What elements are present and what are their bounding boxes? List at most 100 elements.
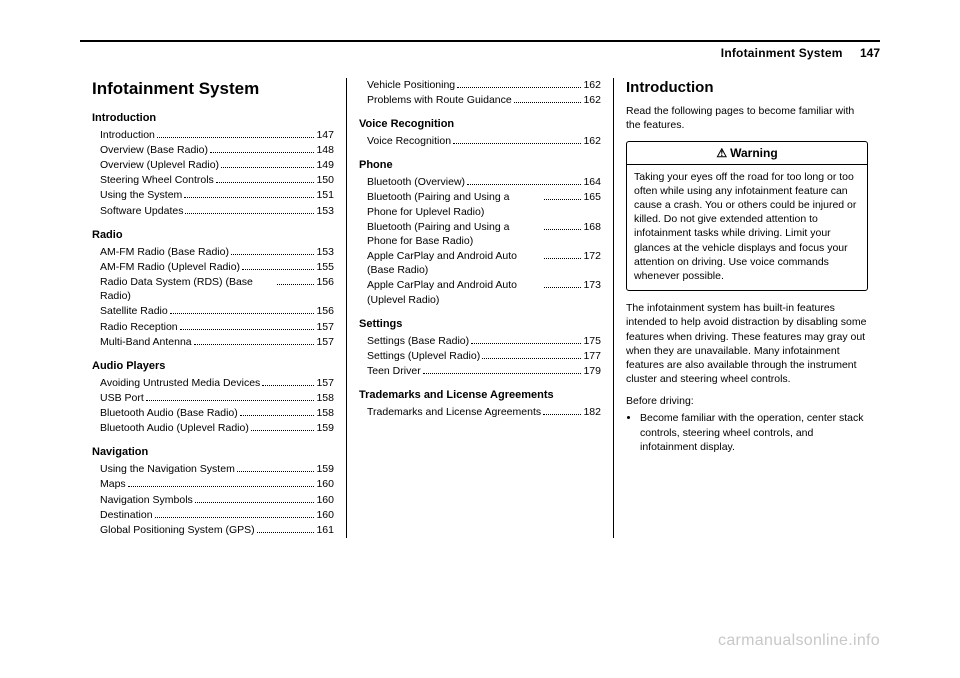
toc-label: Satellite Radio — [100, 304, 168, 318]
toc-entry: Apple CarPlay and Android Auto (Base Rad… — [367, 249, 601, 277]
toc-label: Bluetooth Audio (Base Radio) — [100, 406, 238, 420]
toc-label: Settings (Base Radio) — [367, 334, 469, 348]
toc-leader-dots — [231, 254, 315, 255]
toc-page: 165 — [583, 190, 601, 204]
toc-page: 162 — [583, 134, 601, 148]
toc-page: 162 — [583, 78, 601, 92]
toc-heading: Trademarks and License Agreements — [359, 388, 601, 403]
header-chapter: Infotainment System — [721, 46, 843, 60]
toc-label: Maps — [100, 477, 126, 491]
toc-leader-dots — [240, 415, 315, 416]
toc-label: Overview (Base Radio) — [100, 143, 208, 157]
toc-leader-dots — [184, 197, 314, 198]
toc-leader-dots — [157, 137, 315, 138]
toc-entry: Bluetooth Audio (Base Radio)158 — [100, 406, 334, 420]
toc-leader-dots — [251, 430, 315, 431]
toc-label: Using the Navigation System — [100, 462, 235, 476]
toc-page: 155 — [316, 260, 334, 274]
watermark: carmanualsonline.info — [718, 632, 880, 650]
section-title: Introduction — [626, 78, 868, 98]
toc-entry: Bluetooth (Overview)164 — [367, 175, 601, 189]
header-page-number: 147 — [860, 46, 880, 60]
toc-heading: Settings — [359, 317, 601, 332]
toc-label: Overview (Uplevel Radio) — [100, 158, 219, 172]
toc-entry: Overview (Uplevel Radio) 149 — [100, 158, 334, 172]
toc-page: 173 — [583, 278, 601, 292]
toc-entry: Vehicle Positioning162 — [367, 78, 601, 92]
toc-label: Radio Data System (RDS) (Base Radio) — [100, 275, 275, 303]
toc-entry: Radio Data System (RDS) (Base Radio) 156 — [100, 275, 334, 303]
toc-page: 156 — [316, 304, 334, 318]
toc-leader-dots — [180, 329, 315, 330]
toc-page: 177 — [583, 349, 601, 363]
toc-entry: Bluetooth (Pairing and Using a Phone for… — [367, 190, 601, 218]
toc-entry: Bluetooth (Pairing and Using a Phone for… — [367, 220, 601, 248]
toc-leader-dots — [185, 213, 314, 214]
toc-label: Software Updates — [100, 204, 183, 218]
toc-entry: Navigation Symbols160 — [100, 493, 334, 507]
header-rule — [80, 40, 880, 42]
toc-label: Trademarks and License Agreements — [367, 405, 541, 419]
toc-heading: Audio Players — [92, 359, 334, 374]
toc-label: Bluetooth (Overview) — [367, 175, 465, 189]
toc-leader-dots — [210, 152, 315, 153]
toc-label: USB Port — [100, 391, 144, 405]
warning-title: ⚠Warning — [627, 142, 867, 165]
toc-leader-dots — [194, 344, 315, 345]
toc-label: Apple CarPlay and Android Auto (Uplevel … — [367, 278, 542, 306]
column-3: Introduction Read the following pages to… — [613, 78, 880, 538]
toc-label: Voice Recognition — [367, 134, 451, 148]
toc-page: 168 — [583, 220, 601, 234]
toc-label: Bluetooth (Pairing and Using a Phone for… — [367, 190, 542, 218]
toc-label: Navigation Symbols — [100, 493, 193, 507]
toc-leader-dots — [471, 343, 581, 344]
toc-label: Steering Wheel Controls — [100, 173, 214, 187]
toc-leader-dots — [544, 287, 581, 288]
toc-label: Teen Driver — [367, 364, 421, 378]
before-driving-label: Before driving: — [626, 394, 868, 408]
body-paragraph: The infotainment system has built-in fea… — [626, 301, 868, 386]
toc-label: Apple CarPlay and Android Auto (Base Rad… — [367, 249, 542, 277]
column-1: Infotainment System IntroductionIntroduc… — [80, 78, 346, 538]
toc-entry: Overview (Base Radio)148 — [100, 143, 334, 157]
toc-entry: Software Updates153 — [100, 204, 334, 218]
toc-leader-dots — [221, 167, 314, 168]
toc-page: 159 — [316, 462, 334, 476]
toc-leader-dots — [457, 87, 581, 88]
toc-leader-dots — [195, 502, 315, 503]
toc-entry: Using the System151 — [100, 188, 334, 202]
toc-leader-dots — [216, 182, 315, 183]
toc-leader-dots — [146, 400, 315, 401]
toc-leader-dots — [543, 414, 581, 415]
toc-heading: Phone — [359, 158, 601, 173]
toc-label: Radio Reception — [100, 320, 178, 334]
toc-label: Destination — [100, 508, 153, 522]
manual-page: Infotainment System 147 Infotainment Sys… — [0, 0, 960, 678]
toc-page: 172 — [583, 249, 601, 263]
toc-label: AM-FM Radio (Base Radio) — [100, 245, 229, 259]
toc-page: 149 — [316, 158, 334, 172]
toc-leader-dots — [482, 358, 581, 359]
toc-entry: Using the Navigation System 159 — [100, 462, 334, 476]
toc-page: 161 — [316, 523, 334, 537]
toc-entry: Global Positioning System (GPS) 161 — [100, 523, 334, 537]
toc-leader-dots — [544, 199, 581, 200]
toc-page: 157 — [316, 335, 334, 349]
chapter-title: Infotainment System — [92, 78, 334, 101]
toc-label: Using the System — [100, 188, 182, 202]
toc-page: 153 — [316, 245, 334, 259]
toc-heading: Radio — [92, 228, 334, 243]
toc-leader-dots — [544, 258, 581, 259]
toc-heading: Navigation — [92, 445, 334, 460]
toc-entry: Voice Recognition 162 — [367, 134, 601, 148]
toc-entry: Steering Wheel Controls150 — [100, 173, 334, 187]
toc-entry: Destination160 — [100, 508, 334, 522]
toc-heading: Introduction — [92, 111, 334, 126]
toc-page: 157 — [316, 376, 334, 390]
toc-leader-dots — [514, 102, 582, 103]
bullet-item: Become familiar with the operation, cent… — [640, 411, 868, 454]
toc-page: 156 — [316, 275, 334, 289]
toc-entry: Settings (Uplevel Radio)177 — [367, 349, 601, 363]
toc-leader-dots — [277, 284, 314, 285]
toc-label: Global Positioning System (GPS) — [100, 523, 255, 537]
